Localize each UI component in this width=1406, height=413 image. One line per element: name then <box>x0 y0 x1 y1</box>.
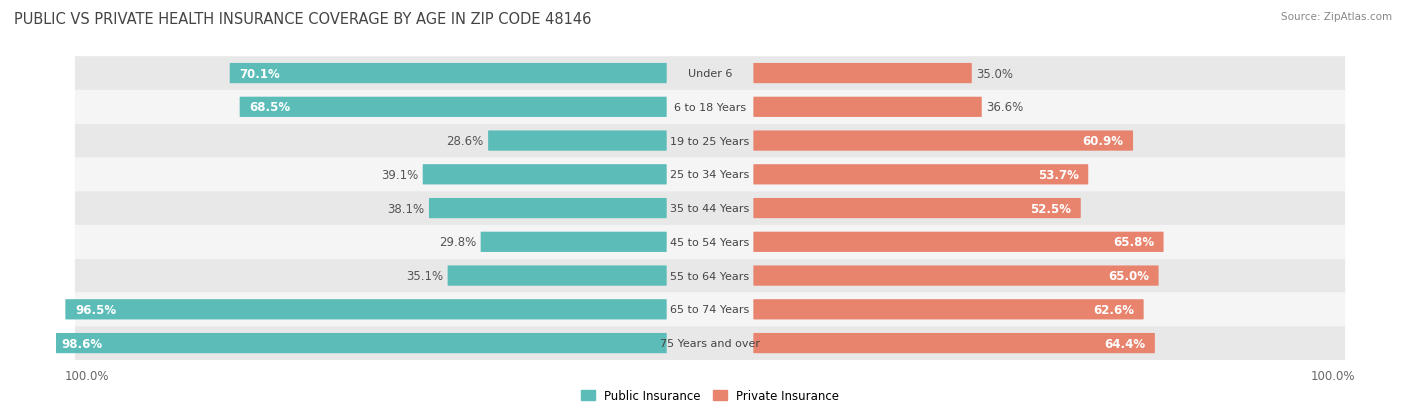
Text: 53.7%: 53.7% <box>1038 169 1078 181</box>
FancyBboxPatch shape <box>754 232 1164 252</box>
Text: 65.8%: 65.8% <box>1114 236 1154 249</box>
Text: 96.5%: 96.5% <box>75 303 117 316</box>
FancyBboxPatch shape <box>229 64 666 84</box>
Text: 25 to 34 Years: 25 to 34 Years <box>671 170 749 180</box>
Text: 39.1%: 39.1% <box>381 169 418 181</box>
Text: 64.4%: 64.4% <box>1104 337 1146 350</box>
FancyBboxPatch shape <box>75 57 1346 91</box>
Text: 36.6%: 36.6% <box>987 101 1024 114</box>
Text: 60.9%: 60.9% <box>1083 135 1123 148</box>
FancyBboxPatch shape <box>75 158 1346 192</box>
FancyBboxPatch shape <box>754 131 1133 151</box>
FancyBboxPatch shape <box>754 165 1088 185</box>
FancyBboxPatch shape <box>75 293 1346 326</box>
Text: 62.6%: 62.6% <box>1092 303 1135 316</box>
FancyBboxPatch shape <box>75 259 1346 293</box>
FancyBboxPatch shape <box>75 192 1346 225</box>
FancyBboxPatch shape <box>754 333 1154 354</box>
FancyBboxPatch shape <box>447 266 666 286</box>
FancyBboxPatch shape <box>754 199 1081 218</box>
FancyBboxPatch shape <box>65 299 666 320</box>
Text: 35 to 44 Years: 35 to 44 Years <box>671 204 749 214</box>
FancyBboxPatch shape <box>754 64 972 84</box>
FancyBboxPatch shape <box>481 232 666 252</box>
Legend: Public Insurance, Private Insurance: Public Insurance, Private Insurance <box>576 385 844 407</box>
FancyBboxPatch shape <box>52 333 666 354</box>
FancyBboxPatch shape <box>488 131 666 151</box>
Text: 45 to 54 Years: 45 to 54 Years <box>671 237 749 247</box>
Text: 38.1%: 38.1% <box>387 202 425 215</box>
Text: 55 to 64 Years: 55 to 64 Years <box>671 271 749 281</box>
FancyBboxPatch shape <box>423 165 666 185</box>
Text: 98.6%: 98.6% <box>62 337 103 350</box>
FancyBboxPatch shape <box>75 326 1346 360</box>
Text: 75 Years and over: 75 Years and over <box>659 338 761 348</box>
FancyBboxPatch shape <box>754 299 1143 320</box>
Text: 70.1%: 70.1% <box>239 67 280 81</box>
Text: 19 to 25 Years: 19 to 25 Years <box>671 136 749 146</box>
FancyBboxPatch shape <box>754 266 1159 286</box>
Text: 65 to 74 Years: 65 to 74 Years <box>671 304 749 315</box>
FancyBboxPatch shape <box>75 225 1346 259</box>
Text: Source: ZipAtlas.com: Source: ZipAtlas.com <box>1281 12 1392 22</box>
Text: PUBLIC VS PRIVATE HEALTH INSURANCE COVERAGE BY AGE IN ZIP CODE 48146: PUBLIC VS PRIVATE HEALTH INSURANCE COVER… <box>14 12 592 27</box>
Text: 6 to 18 Years: 6 to 18 Years <box>673 102 747 113</box>
FancyBboxPatch shape <box>429 199 666 218</box>
FancyBboxPatch shape <box>754 97 981 118</box>
Text: 68.5%: 68.5% <box>249 101 291 114</box>
FancyBboxPatch shape <box>75 124 1346 158</box>
Text: 52.5%: 52.5% <box>1031 202 1071 215</box>
FancyBboxPatch shape <box>75 91 1346 124</box>
Text: 29.8%: 29.8% <box>439 236 475 249</box>
Text: 28.6%: 28.6% <box>446 135 484 148</box>
Text: 35.1%: 35.1% <box>406 269 443 282</box>
Text: Under 6: Under 6 <box>688 69 733 79</box>
Text: 65.0%: 65.0% <box>1108 269 1149 282</box>
FancyBboxPatch shape <box>239 97 666 118</box>
Text: 35.0%: 35.0% <box>977 67 1014 81</box>
